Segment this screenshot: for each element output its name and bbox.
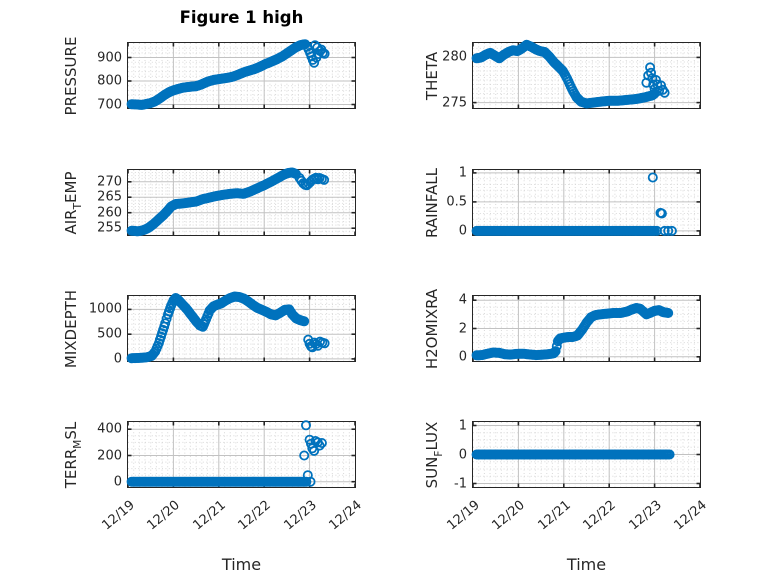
y-axis-label: THETA bbox=[423, 51, 441, 99]
subplot-sun-flux: SUNFLUX -1 0 1 12/19 12/20 12/21 12/22 12/23 12… bbox=[423, 418, 710, 533]
y-tick-label: 270 bbox=[97, 174, 122, 190]
y-axis-label: TERRMSL bbox=[62, 421, 84, 488]
ylabel-text: H2OMIXRA bbox=[423, 288, 441, 369]
subplot-air-temp: AIRTEMP 255 260 265 270 bbox=[62, 167, 356, 237]
y-tick-label: 400 bbox=[97, 421, 122, 437]
ylabel-text: LUX bbox=[423, 421, 441, 451]
y-tick-label: 260 bbox=[97, 205, 122, 221]
x-tick-label: 12/20 bbox=[144, 497, 184, 534]
plot-canvas bbox=[126, 39, 356, 110]
y-tick-label: 280 bbox=[442, 49, 467, 65]
ylabel-text: MIXDEPTH bbox=[62, 289, 80, 368]
y-tick-label: -1 bbox=[454, 476, 467, 491]
y-tick-label: 275 bbox=[442, 95, 467, 111]
x-tick-label: 12/20 bbox=[489, 497, 529, 534]
x-tick-label: 12/24 bbox=[671, 497, 710, 534]
y-tick-label: 0 bbox=[458, 447, 467, 462]
x-axis-label-right: Time bbox=[566, 555, 607, 574]
subplot-h2omixra: H2OMIXRA 0 2 4 bbox=[423, 288, 701, 369]
x-tick-label: 12/22 bbox=[235, 497, 275, 534]
y-axis-label: PRESSURE bbox=[62, 36, 80, 115]
ylabel-subscript: F bbox=[432, 450, 445, 457]
ylabel-subscript: T bbox=[71, 202, 84, 209]
y-tick-label: 4 bbox=[458, 292, 467, 308]
figure-title: Figure 1 high bbox=[179, 8, 304, 27]
plot-canvas bbox=[126, 167, 356, 237]
y-tick-label: 0 bbox=[458, 223, 467, 239]
y-tick-label: 800 bbox=[97, 73, 122, 89]
y-tick-label: 200 bbox=[97, 448, 122, 463]
x-tick-label: 12/19 bbox=[444, 497, 483, 534]
y-tick-label: 255 bbox=[97, 220, 122, 236]
y-tick-label: 2 bbox=[458, 321, 467, 336]
plot-canvas bbox=[471, 170, 701, 236]
x-tick-label: 12/22 bbox=[580, 497, 620, 534]
subplot-theta: THETA 275 280 bbox=[423, 39, 701, 110]
y-tick-label: 0 bbox=[113, 474, 122, 490]
y-tick-label: 265 bbox=[97, 189, 122, 205]
y-tick-label: 0.5 bbox=[446, 194, 467, 210]
y-tick-label: 1 bbox=[458, 418, 467, 433]
ylabel-subscript: M bbox=[71, 439, 84, 449]
x-tick-label: 12/21 bbox=[535, 497, 574, 534]
y-tick-label: 900 bbox=[97, 50, 122, 65]
x-axis-label-left: Time bbox=[221, 555, 262, 574]
ylabel-text: EMP bbox=[62, 171, 80, 203]
x-tick-label: 12/21 bbox=[190, 497, 229, 534]
plot-canvas bbox=[471, 296, 701, 361]
y-tick-label: 0 bbox=[113, 351, 122, 367]
x-tick-label: 12/23 bbox=[281, 497, 320, 534]
y-tick-label: 1000 bbox=[88, 301, 122, 317]
subplot-mixdepth: MIXDEPTH 0 500 1000 bbox=[62, 289, 356, 368]
ylabel-text: PRESSURE bbox=[62, 36, 80, 115]
ylabel-text: THETA bbox=[423, 51, 441, 100]
y-tick-label: 1 bbox=[458, 165, 467, 181]
y-axis-label: SUNFLUX bbox=[423, 421, 445, 488]
ylabel-text: TERR bbox=[62, 448, 80, 488]
y-axis-label: H2OMIXRA bbox=[423, 288, 441, 368]
ylabel-text: AIR bbox=[62, 208, 80, 234]
subplot-terr-msl: TERRMSL 0 200 400 12/19 12/20 12/21 12/22 12/2… bbox=[62, 420, 365, 533]
y-axis-label: MIXDEPTH bbox=[62, 289, 80, 367]
ylabel-text: SUN bbox=[423, 456, 441, 488]
plot-canvas bbox=[471, 39, 701, 109]
y-axis-label: RAINFALL bbox=[423, 168, 441, 238]
ylabel-text: SL bbox=[62, 421, 80, 440]
plot-canvas bbox=[471, 422, 701, 487]
x-tick-label: 12/19 bbox=[99, 497, 138, 534]
plot-canvas bbox=[126, 291, 356, 364]
y-tick-label: 0 bbox=[458, 349, 467, 365]
y-tick-label: 700 bbox=[97, 97, 122, 112]
x-tick-label: 12/23 bbox=[626, 497, 665, 534]
plot-canvas bbox=[126, 420, 356, 487]
ylabel-text: RAINFALL bbox=[423, 167, 441, 238]
subplot-pressure: PRESSURE 700 800 900 bbox=[62, 36, 356, 115]
y-tick-label: 500 bbox=[97, 326, 122, 342]
x-tick-label: 12/24 bbox=[326, 497, 365, 534]
y-axis-label: AIRTEMP bbox=[62, 171, 84, 234]
subplot-rainfall: RAINFALL 0 0.5 1 bbox=[423, 165, 701, 238]
